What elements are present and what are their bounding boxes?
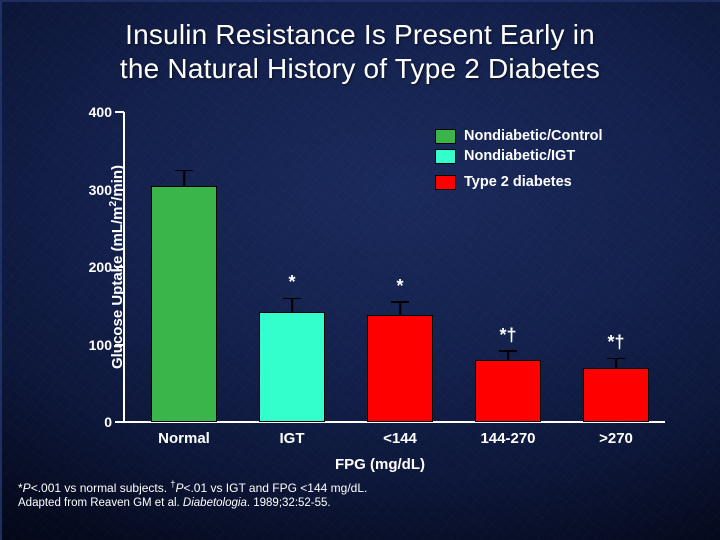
error-cap <box>391 301 409 303</box>
error-bar <box>399 302 401 315</box>
bar-slot: *IGT <box>259 112 325 422</box>
error-cap <box>607 358 625 360</box>
footnote-line1: *P<.001 vs normal subjects. †P<.01 vs IG… <box>18 478 367 496</box>
legend-item: Nondiabetic/Control <box>435 127 603 145</box>
x-tick-label: >270 <box>599 430 633 447</box>
bar <box>151 186 217 422</box>
x-tick-label: 144-270 <box>480 430 535 447</box>
footnote-line2: Adapted from Reaven GM et al. Diabetolog… <box>18 496 367 512</box>
significance-label: *† <box>607 332 624 353</box>
bar <box>583 368 649 422</box>
error-cap <box>499 350 517 352</box>
error-cap <box>283 298 301 300</box>
significance-label: * <box>288 272 295 293</box>
legend-swatch <box>435 175 456 190</box>
significance-label: * <box>396 276 403 297</box>
y-tick <box>115 111 124 113</box>
y-tick-label: 400 <box>80 104 112 120</box>
legend-label: Type 2 diabetes <box>464 173 572 191</box>
y-tick <box>115 266 124 268</box>
y-tick-label: 100 <box>80 337 112 353</box>
error-bar <box>183 170 185 186</box>
legend-item: Nondiabetic/IGT <box>435 147 603 165</box>
error-bar <box>507 351 509 360</box>
footnote: *P<.001 vs normal subjects. †P<.01 vs IG… <box>18 478 367 512</box>
y-tick <box>115 189 124 191</box>
x-tick-label: IGT <box>280 430 305 447</box>
legend-label: Nondiabetic/Control <box>464 127 603 145</box>
error-bar <box>291 298 293 312</box>
bar <box>367 315 433 422</box>
significance-label: *† <box>499 325 516 346</box>
legend: Nondiabetic/Control Nondiabetic/IGT Type 2… <box>435 127 603 193</box>
x-tick-label: Normal <box>158 430 210 447</box>
y-tick <box>115 344 124 346</box>
chart-title: Insulin Resistance Is Present Early inth… <box>0 18 720 85</box>
error-cap <box>175 170 193 172</box>
legend-swatch <box>435 149 456 164</box>
bar <box>475 360 541 422</box>
bar-slot: Normal <box>151 112 217 422</box>
legend-swatch <box>435 129 456 144</box>
y-tick-label: 0 <box>80 414 112 430</box>
legend-label: Nondiabetic/IGT <box>464 147 575 165</box>
x-tick-label: <144 <box>383 430 417 447</box>
bar-slot: *<144 <box>367 112 433 422</box>
legend-item: Type 2 diabetes <box>435 173 603 191</box>
x-axis-title: FPG (mg/dL) <box>95 456 665 473</box>
y-tick-label: 300 <box>80 182 112 198</box>
bar <box>259 312 325 422</box>
y-tick <box>115 421 124 423</box>
error-bar <box>615 358 617 367</box>
y-tick-label: 200 <box>80 259 112 275</box>
